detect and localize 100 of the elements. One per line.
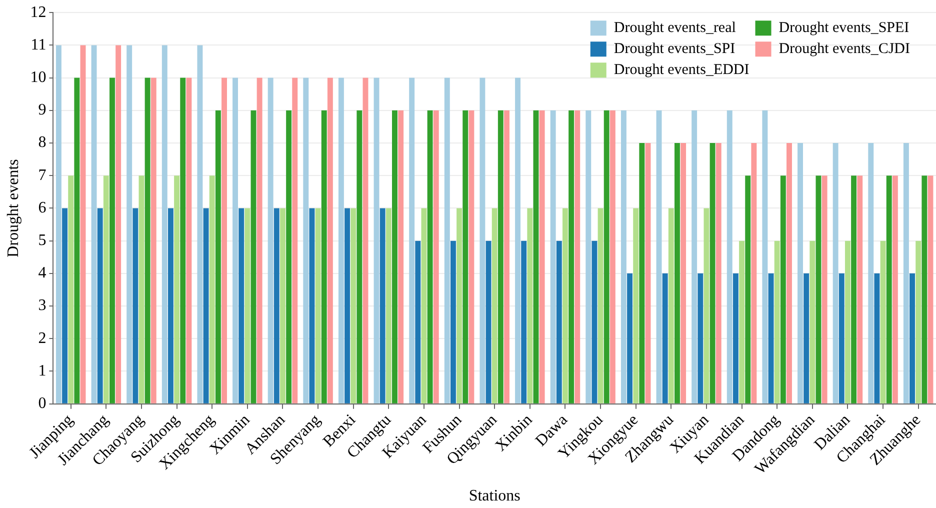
bar: [427, 110, 433, 404]
bar: [674, 143, 680, 404]
bar: [80, 45, 86, 404]
bar: [303, 78, 309, 404]
bar: [374, 78, 380, 404]
bar: [762, 110, 768, 404]
bar: [739, 240, 745, 404]
bar: [203, 208, 209, 404]
bar: [450, 240, 456, 404]
bar: [486, 240, 492, 404]
bar: [232, 78, 238, 404]
y-tick-label: 7: [38, 166, 46, 184]
bar: [356, 110, 362, 404]
bar: [716, 143, 722, 404]
bar: [68, 176, 74, 404]
bar: [556, 240, 562, 404]
bar: [610, 110, 616, 404]
bar: [592, 240, 598, 404]
bar: [274, 208, 280, 404]
bar: [645, 143, 651, 404]
bar: [692, 110, 698, 404]
bar: [492, 208, 498, 404]
bar: [656, 110, 662, 404]
bar: [704, 208, 710, 404]
y-tick-label: 11: [30, 36, 46, 54]
bar: [832, 143, 838, 404]
bar: [798, 143, 803, 404]
bar: [786, 143, 792, 404]
y-tick-label: 9: [38, 102, 46, 119]
legend-label: Drought events_real: [614, 20, 736, 36]
bar: [816, 176, 822, 404]
bar: [286, 110, 292, 404]
y-axis-title: Drought events: [4, 159, 22, 258]
bar: [362, 78, 368, 404]
bar: [928, 176, 934, 404]
bar: [103, 176, 109, 404]
bar: [74, 78, 80, 404]
bar: [321, 110, 327, 404]
bar: [774, 240, 780, 404]
bar: [903, 143, 909, 404]
bar: [315, 208, 321, 404]
legend-label: Drought events_EDDI: [614, 62, 750, 78]
bar: [822, 176, 828, 404]
bar: [857, 176, 863, 404]
bar: [562, 208, 568, 404]
bar: [732, 273, 738, 404]
bar: [238, 208, 244, 404]
bar: [468, 110, 474, 404]
bar: [604, 110, 610, 404]
bar: [209, 176, 215, 404]
y-tick-label: 12: [30, 4, 46, 21]
bar: [498, 110, 504, 404]
bar: [916, 240, 922, 404]
y-tick-label: 4: [38, 264, 46, 282]
bar: [627, 273, 633, 404]
bar: [186, 78, 192, 404]
bar: [132, 208, 138, 404]
bar: [338, 78, 344, 404]
bar: [309, 208, 315, 404]
bar: [256, 78, 262, 404]
bar: [126, 45, 132, 404]
bar: [504, 110, 510, 404]
bar: [409, 78, 415, 404]
bar: [168, 208, 174, 404]
bar: [533, 110, 539, 404]
bar: [880, 240, 886, 404]
bar: [527, 208, 533, 404]
legend-label: Drought events_CJDI: [778, 41, 910, 58]
bar: [222, 78, 227, 404]
bar: [480, 78, 486, 404]
bar: [398, 110, 404, 404]
bar: [421, 208, 427, 404]
bar: [415, 240, 421, 404]
bar: [215, 110, 221, 404]
bar: [780, 176, 786, 404]
bar: [598, 208, 604, 404]
bar: [456, 208, 462, 404]
bar: [810, 240, 816, 404]
bar: [280, 208, 286, 404]
bar: [639, 143, 645, 404]
bar: [892, 176, 898, 404]
bar: [568, 110, 574, 404]
bar: [268, 78, 274, 404]
bar: [327, 78, 333, 404]
bar: [574, 110, 580, 404]
bar: [751, 143, 757, 404]
bar: [144, 78, 150, 404]
bar: [910, 273, 916, 404]
bar: [550, 110, 556, 404]
bar: [344, 208, 350, 404]
bar: [110, 78, 115, 404]
y-tick-label: 5: [38, 232, 46, 250]
bar: [62, 208, 68, 404]
bar: [380, 208, 386, 404]
bar: [886, 176, 892, 404]
bar: [350, 208, 356, 404]
bar: [97, 208, 103, 404]
y-tick-label: 0: [38, 395, 46, 412]
bar: [620, 110, 626, 404]
bar: [680, 143, 686, 404]
